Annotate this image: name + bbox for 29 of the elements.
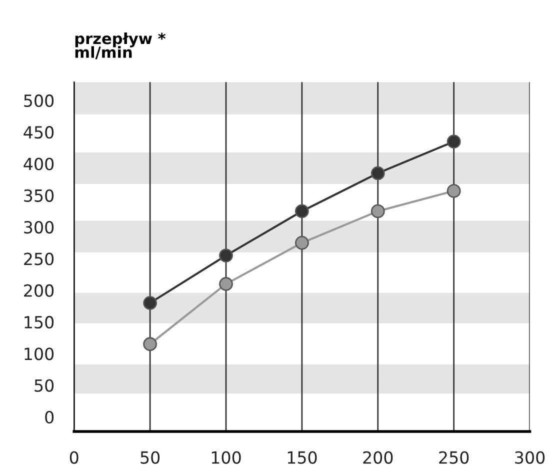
x-tick-label: 250 [439,451,469,464]
y-tick-label: 50 [34,379,54,392]
y-tick-label: 250 [24,252,54,266]
point [295,204,309,218]
x-tick-label: 150 [288,451,317,464]
y-tick-label: 300 [24,220,54,234]
y-tick-label: 200 [24,284,54,297]
x-tick-label: 300 [515,451,545,464]
y-tick-label: 350 [24,189,54,202]
point [295,236,309,250]
point [143,296,158,310]
point [370,166,385,180]
x-tick-label: 100 [212,451,241,464]
x-tick-label: 50 [140,451,160,464]
point [219,248,233,262]
y-tick-label: 150 [24,316,54,329]
y-tick-label: 400 [24,158,54,170]
y-tick-label: 100 [24,348,54,360]
x-tick-label: 0 [70,451,78,464]
point [143,337,158,352]
y-tick-label: 0 [45,410,54,424]
y-tick-label: 500 [24,94,54,107]
point [370,204,385,218]
point [446,134,461,149]
point [446,184,461,198]
y-axis-title: przepływ * ml/min [75,32,166,60]
x-tick-label: 200 [363,451,393,464]
point [219,277,233,291]
y-tick-label: 450 [24,126,54,139]
